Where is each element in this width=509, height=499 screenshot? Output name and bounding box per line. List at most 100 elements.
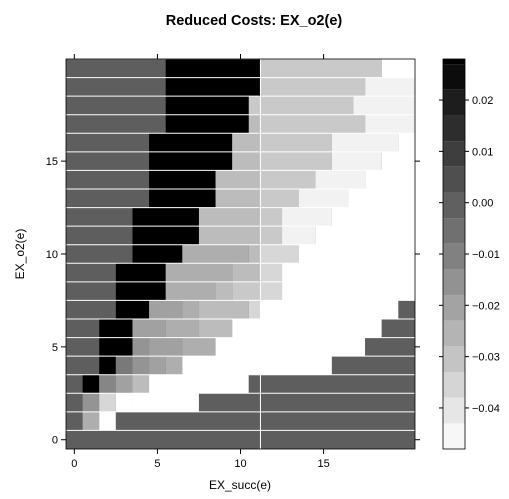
heatmap-cell bbox=[149, 151, 233, 171]
heatmap-cell bbox=[66, 337, 100, 357]
heatmap-cell bbox=[66, 300, 116, 319]
colorbar-band bbox=[443, 141, 465, 167]
heatmap-cell bbox=[182, 300, 199, 319]
heatmap-cell bbox=[331, 356, 415, 375]
heatmap-cell bbox=[66, 393, 83, 412]
heatmap-cell bbox=[66, 151, 150, 171]
heatmap-cell bbox=[115, 374, 133, 394]
heatmap-cell bbox=[182, 337, 216, 357]
heatmap-cell bbox=[115, 356, 133, 375]
heatmap-cell bbox=[282, 263, 415, 282]
heatmap-cell bbox=[165, 263, 233, 282]
heatmap-cell bbox=[381, 59, 415, 78]
heatmap-cell bbox=[132, 319, 166, 338]
heatmap-cell bbox=[66, 170, 150, 189]
heatmap-cell bbox=[149, 374, 249, 394]
colorbar-tick-label: −0.02 bbox=[472, 300, 500, 312]
heatmap-cell bbox=[66, 207, 133, 227]
heatmap-cell bbox=[248, 96, 354, 115]
heatmap-cell bbox=[215, 337, 366, 357]
heatmap-cell bbox=[260, 114, 366, 134]
heatmap-cell bbox=[165, 96, 249, 115]
heatmap-cell bbox=[115, 300, 150, 319]
heatmap-cell bbox=[165, 59, 261, 78]
heatmap-cell bbox=[282, 226, 316, 245]
heatmap-cell bbox=[198, 393, 415, 412]
heatmap-cell bbox=[282, 207, 332, 227]
heatmap-cell bbox=[132, 393, 199, 412]
heatmap-cell bbox=[365, 170, 415, 189]
heatmap-cell bbox=[99, 319, 133, 338]
heatmap-cell bbox=[99, 356, 116, 375]
heatmap-cell bbox=[353, 96, 415, 115]
heatmap-cell bbox=[66, 430, 415, 449]
colorbar-tick-label: 0.02 bbox=[472, 95, 493, 107]
heatmap-cell bbox=[381, 151, 415, 171]
heatmap-cell bbox=[215, 281, 233, 301]
heatmap-cell bbox=[398, 133, 415, 152]
heatmap-cell bbox=[66, 226, 133, 245]
heatmap-cell bbox=[165, 281, 216, 301]
heatmap-cell bbox=[331, 133, 399, 152]
heatmap-cell bbox=[99, 337, 133, 357]
heatmap-cell bbox=[115, 411, 415, 431]
heatmap-cell bbox=[115, 263, 166, 282]
heatmap-cell bbox=[165, 356, 183, 375]
heatmap-cell bbox=[82, 393, 100, 412]
colorbar-band bbox=[443, 218, 465, 244]
heatmap-cell bbox=[66, 356, 100, 375]
colorbar-band bbox=[443, 166, 465, 193]
y-tick-label: 10 bbox=[46, 249, 58, 261]
heatmap-cell bbox=[260, 300, 399, 319]
heatmap-cell bbox=[149, 170, 216, 189]
heatmap-cell bbox=[232, 151, 261, 171]
y-axis-label: EX_o2(e) bbox=[13, 229, 27, 280]
heatmap-cell bbox=[198, 319, 233, 338]
heatmap-cell bbox=[115, 281, 166, 301]
colorbar bbox=[443, 59, 465, 449]
heatmap-cell bbox=[66, 133, 150, 152]
heatmap-cell bbox=[149, 300, 183, 319]
heatmap-cell bbox=[165, 77, 261, 97]
heatmap-cell bbox=[82, 374, 100, 394]
heatmap-cell bbox=[99, 374, 116, 394]
colorbar-band bbox=[443, 89, 465, 116]
colorbar-band bbox=[443, 295, 465, 321]
x-axis: 0 5 10 15 bbox=[71, 54, 330, 470]
heatmap-cell bbox=[66, 374, 83, 394]
heatmap-cell bbox=[99, 411, 116, 431]
heatmap-cell bbox=[260, 77, 366, 97]
heatmap-cell bbox=[260, 281, 283, 301]
heatmap-cell bbox=[198, 300, 249, 319]
heatmap-cell bbox=[99, 393, 116, 412]
colorbar-band bbox=[443, 269, 465, 296]
heatmap-cell bbox=[66, 411, 83, 431]
colorbar-tick-label: −0.01 bbox=[472, 249, 500, 261]
heatmap-cell bbox=[260, 151, 332, 171]
plot-grid bbox=[66, 58, 415, 449]
heatmap-cell bbox=[165, 114, 249, 134]
heatmap-cell bbox=[215, 189, 261, 208]
heatmap-cell bbox=[182, 356, 332, 375]
heatmap-cell bbox=[132, 337, 150, 357]
heatmap-cell bbox=[348, 189, 415, 208]
colorbar-tick-label: 0.01 bbox=[472, 146, 493, 158]
y-tick-label: 5 bbox=[52, 342, 58, 354]
colorbar-band bbox=[443, 346, 465, 373]
colorbar-band bbox=[443, 243, 465, 270]
heatmap-cell bbox=[182, 244, 249, 264]
heatmap-cell bbox=[365, 337, 415, 357]
heatmap-cell bbox=[248, 374, 415, 394]
chart-title: Reduced Costs: EX_o2(e) bbox=[166, 13, 343, 29]
heatmap-cell bbox=[381, 319, 415, 338]
plot-cells bbox=[66, 59, 415, 449]
heatmap-cell bbox=[331, 207, 415, 227]
heatmap-cell bbox=[149, 337, 183, 357]
colorbar-band bbox=[443, 397, 465, 424]
heatmap-cell bbox=[132, 244, 183, 264]
colorbar-tick-label: 0.00 bbox=[472, 198, 493, 210]
colorbar-band bbox=[443, 59, 465, 65]
heatmap-cell bbox=[66, 263, 116, 282]
heatmap-cell bbox=[365, 114, 415, 134]
